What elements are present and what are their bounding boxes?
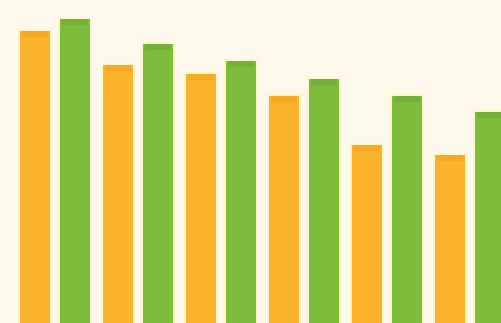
bar-series2-cat2 [143, 44, 173, 323]
bar-cap [271, 96, 297, 102]
bar-series1-cat4 [269, 96, 299, 323]
bar-cap [477, 112, 501, 118]
bar-cap [22, 31, 48, 37]
bar-series2-cat3 [226, 61, 256, 323]
bar-cap [145, 44, 171, 50]
bar-series1-cat3 [186, 74, 216, 323]
bar-cap [105, 65, 131, 71]
bar-cap [228, 61, 254, 67]
bar-series1-cat6 [435, 155, 465, 323]
bar-series2-cat1 [60, 19, 90, 323]
bar-series1-cat2 [103, 65, 133, 323]
bar-series1-cat5 [352, 145, 382, 323]
bar-series2-cat4 [309, 79, 339, 323]
bar-cap [394, 96, 420, 102]
bar-series2-cat6 [475, 112, 501, 323]
bar-cap [188, 74, 214, 80]
bar-series1-cat1 [20, 31, 50, 323]
bar-cap [62, 19, 88, 25]
bar-cap [354, 145, 380, 151]
bar-cap [437, 155, 463, 161]
bars-layer [18, 17, 501, 323]
bar-cap [311, 79, 337, 85]
bar-series2-cat5 [392, 96, 422, 323]
